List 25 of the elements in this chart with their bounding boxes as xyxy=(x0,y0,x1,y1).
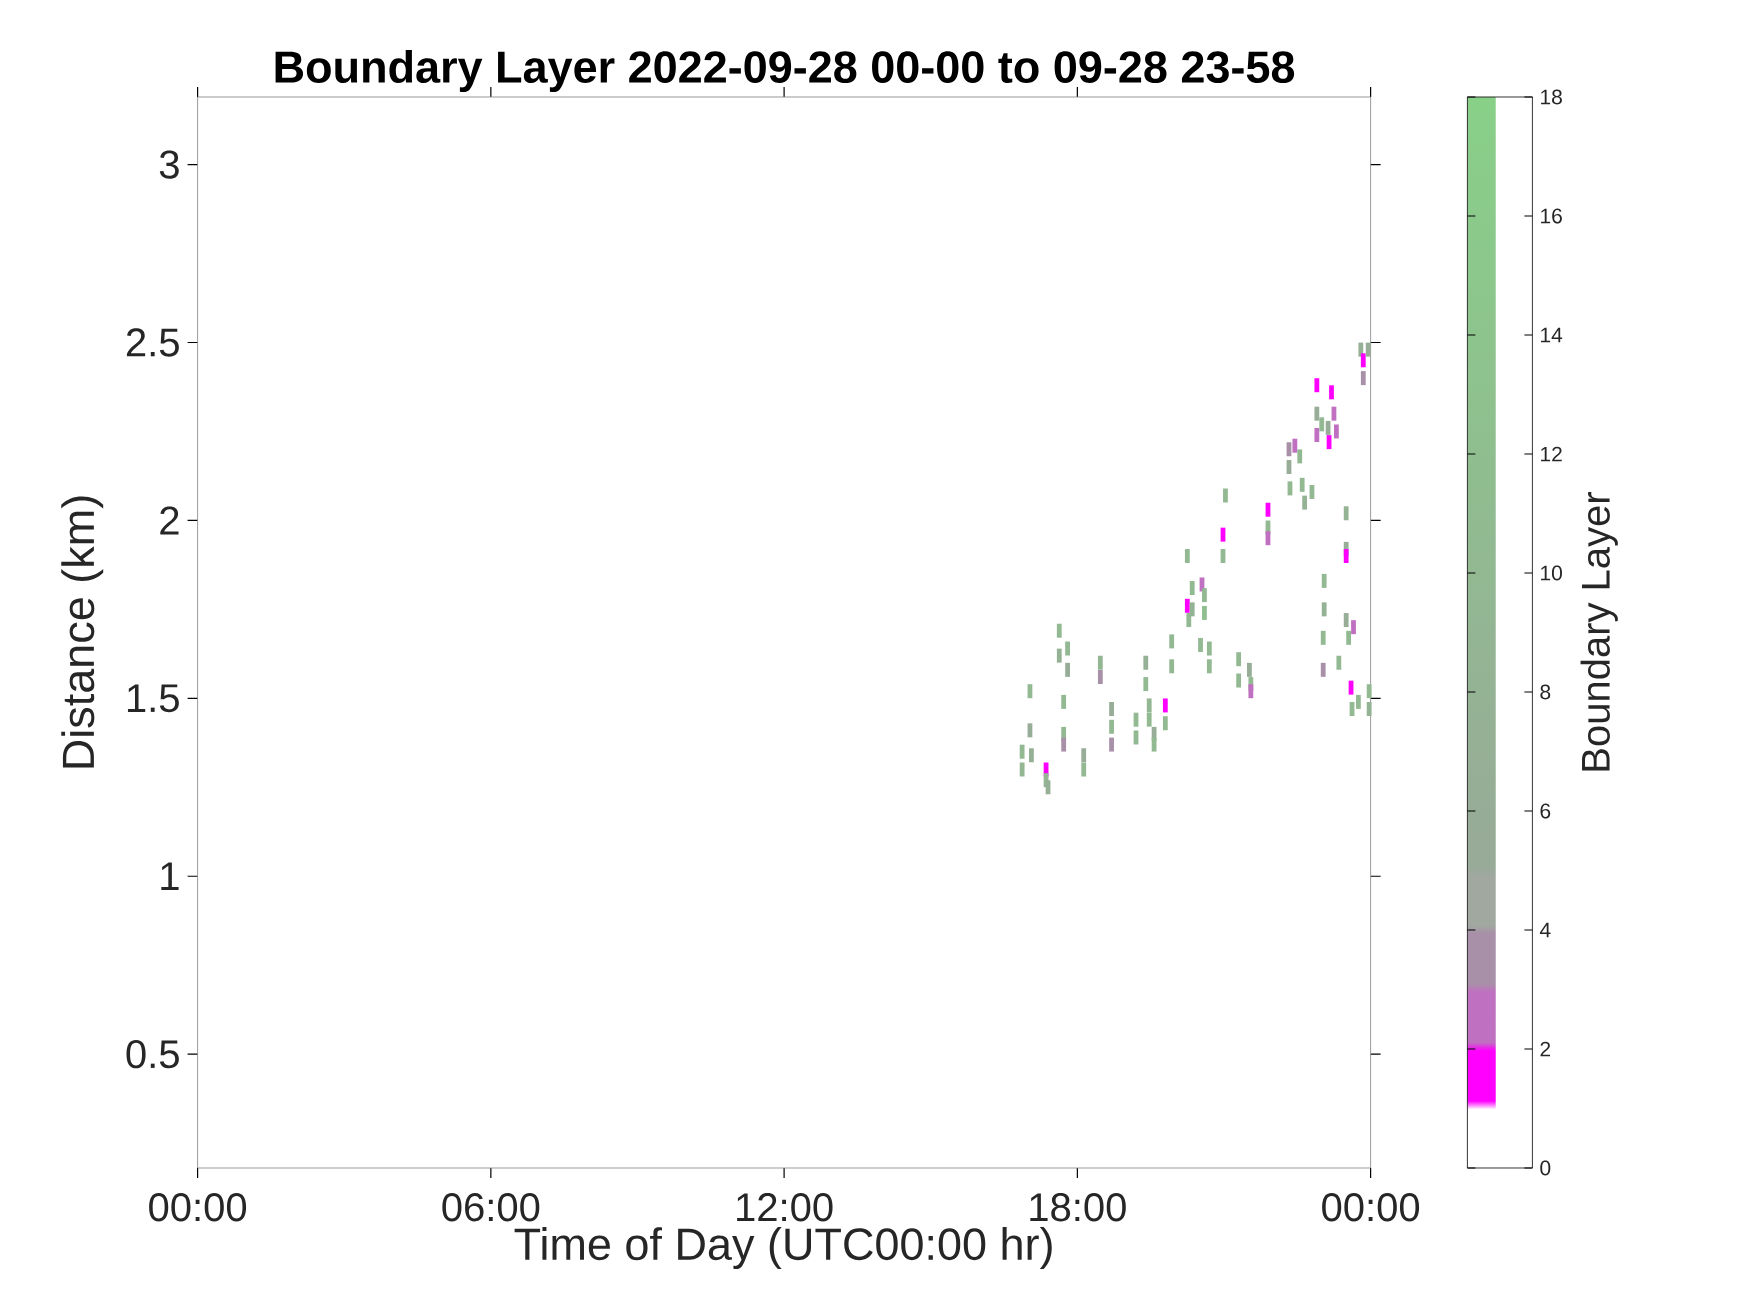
color-bar-label: 16 xyxy=(1541,208,1562,224)
y-tick-label: 2.5 xyxy=(126,328,179,357)
color-bar-title: Boundary Layer xyxy=(1580,492,1618,771)
y-tick-label: 1 xyxy=(161,862,179,890)
color-bar-label: 0 xyxy=(1540,1160,1551,1176)
color-bar-label: 18 xyxy=(1541,89,1562,105)
y-axis-title: Distance (km) xyxy=(61,496,104,768)
color-bar-label: 8 xyxy=(1540,684,1551,700)
x-axis-title: Time of Day (UTC00:00 hr) xyxy=(514,1227,1052,1270)
color-bar-label: 12 xyxy=(1541,446,1562,462)
color-bar-label: 10 xyxy=(1541,565,1562,581)
color-bar-label: 2 xyxy=(1540,1041,1551,1057)
y-tick-label: 2 xyxy=(160,506,179,535)
y-tick-label: 0.5 xyxy=(126,1039,179,1069)
chart-title: Boundary Layer 2022-09-28 00-00 to 09-28 23-58 xyxy=(275,49,1295,92)
color-bar-label: 6 xyxy=(1540,803,1551,819)
color-bar-label: 14 xyxy=(1541,327,1563,343)
x-tick-label: 18:00 xyxy=(1030,1193,1126,1222)
color-bar-label: 4 xyxy=(1539,922,1551,938)
y-tick-label: 1.5 xyxy=(127,684,179,713)
x-tick-label: 12:00 xyxy=(737,1193,833,1222)
y-tick-label: 3 xyxy=(159,150,179,179)
x-tick-label: 06:00 xyxy=(442,1193,540,1222)
x-tick-label: 00:00 xyxy=(149,1193,247,1222)
x-tick-label: 00:00 xyxy=(1322,1193,1420,1222)
